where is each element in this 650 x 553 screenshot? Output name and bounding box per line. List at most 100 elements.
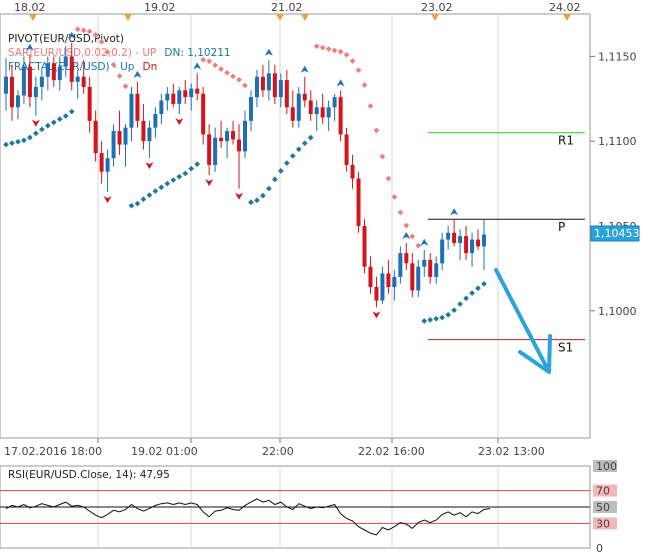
candle-body	[105, 158, 110, 172]
candle-body	[458, 236, 463, 243]
sar-dot	[301, 140, 308, 147]
rsi-tick-label: 100	[596, 460, 617, 473]
candle-body	[434, 263, 439, 277]
sar-dot	[140, 196, 147, 203]
fractal-dn-marker	[175, 118, 184, 126]
fractal-dn-marker	[205, 179, 214, 187]
candle-body	[27, 66, 32, 98]
sar-dot	[397, 209, 404, 216]
fractal-dn-marker	[145, 162, 154, 170]
rsi-tick-bg	[593, 460, 617, 472]
pivot-label-r1: R1	[558, 134, 574, 148]
candle-body	[338, 97, 343, 135]
candle-body	[344, 134, 349, 165]
top-date-label: 23.02	[421, 1, 453, 14]
sar-dot	[367, 103, 374, 109]
sar-dot	[182, 170, 189, 177]
sar-dot	[445, 311, 451, 318]
fractal-dn-marker	[372, 311, 381, 319]
candle-body	[284, 80, 289, 108]
y-tick-label: 1,1000	[598, 305, 637, 318]
candle-body	[314, 107, 319, 115]
rsi-line	[5, 498, 491, 536]
sar-dot	[403, 222, 410, 229]
candle-body	[404, 253, 409, 264]
fractal-dn-marker	[103, 196, 112, 204]
sar-dot	[128, 202, 135, 209]
sar-dot	[361, 82, 368, 88]
rsi-tick-bg	[593, 484, 617, 497]
fractal-dn-marker	[235, 192, 244, 200]
fractal-up-marker	[25, 43, 34, 51]
candle-body	[260, 76, 265, 91]
candle-body	[446, 232, 451, 240]
candle-body	[4, 76, 8, 94]
fractal-up-marker	[336, 79, 345, 87]
sar-dot	[218, 66, 224, 72]
time-label: 17.02.2016 18:00	[4, 445, 102, 458]
fractal-markers	[25, 31, 459, 319]
fractal-up-marker	[300, 65, 309, 73]
time-label: 19.02 01:00	[131, 445, 198, 458]
candle-body	[75, 76, 80, 82]
sar-dot	[457, 301, 463, 307]
rsi-tick-label: 70	[596, 485, 610, 498]
candle-body	[422, 259, 427, 267]
top-date-label: 24.02	[549, 1, 581, 14]
sar-dot	[385, 175, 392, 182]
candle-body	[117, 131, 122, 145]
sar-dot	[266, 185, 272, 192]
sar-dot	[21, 137, 27, 144]
sar-dot	[68, 108, 75, 115]
candle-body	[129, 93, 134, 128]
sar-dot	[427, 316, 434, 323]
candle-body	[398, 253, 403, 277]
candle-body	[177, 90, 182, 104]
sar-dot	[170, 177, 177, 183]
event-marker	[124, 14, 132, 21]
candle-body	[195, 88, 200, 94]
candle-body	[63, 56, 68, 67]
candle-body	[231, 131, 236, 140]
sar-dot	[146, 192, 153, 198]
sar-dot	[242, 82, 248, 89]
candle-body	[320, 107, 325, 118]
candle-body	[440, 239, 445, 264]
candle-body	[470, 239, 475, 254]
sar-dot	[27, 134, 33, 141]
fractal-up-marker	[193, 62, 202, 70]
fractal-up-marker	[402, 231, 411, 239]
fractal-up-marker	[67, 31, 76, 39]
event-marker	[563, 14, 571, 21]
sar-dot	[212, 62, 218, 69]
sar-dot	[248, 199, 254, 206]
candle-body	[147, 127, 152, 142]
sar-dot	[439, 314, 446, 321]
sar-dot	[278, 168, 284, 174]
candle-body	[39, 76, 44, 87]
sar-dot	[260, 192, 266, 199]
candle-body	[225, 131, 230, 142]
candle-body	[45, 63, 50, 77]
candle-body	[159, 100, 164, 115]
sar-dot	[433, 315, 440, 322]
candle-body	[254, 76, 259, 98]
legend-fractal-dn: Dn	[142, 61, 157, 73]
sar-dot	[409, 233, 416, 240]
sar-dot	[74, 26, 81, 33]
sar-dot	[475, 285, 481, 292]
top-date-axis: 18.02 19.02 21.02 23.02 24.02	[14, 1, 581, 21]
sar-dot	[164, 180, 171, 187]
sar-dot	[295, 146, 302, 153]
rsi-tick-bg	[593, 542, 617, 553]
time-label: 22:00	[262, 445, 294, 458]
candle-body	[266, 73, 271, 91]
candle-body	[171, 93, 176, 104]
rsi-tick-label: 0	[596, 542, 603, 553]
top-date-label: 21.02	[271, 1, 303, 14]
candle-body	[99, 153, 104, 172]
rsi-tick-label: 50	[596, 501, 610, 514]
top-date-label: 19.02	[144, 1, 176, 14]
time-label: 23.02 13:00	[478, 445, 545, 458]
